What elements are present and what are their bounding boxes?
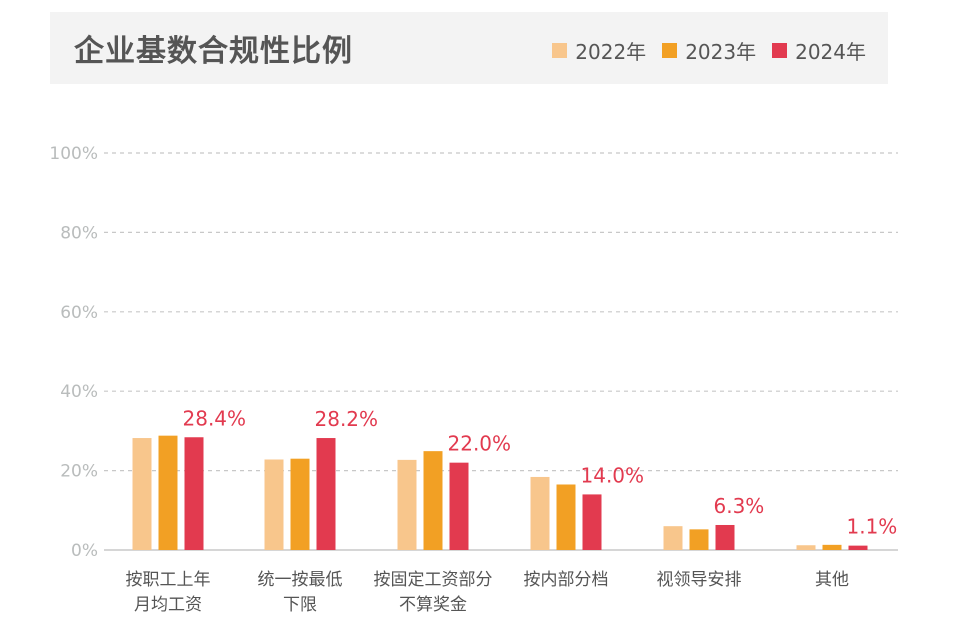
data-label: 14.0% [581, 463, 645, 487]
y-tick-label: 40% [60, 382, 98, 402]
category-label: 下限 [283, 595, 317, 615]
bar-2024 [848, 545, 868, 550]
legend-label-2024: 2024年 [795, 40, 866, 64]
bar-2022 [132, 438, 152, 550]
bar-2022 [663, 526, 683, 550]
category-label: 月均工资 [134, 595, 202, 615]
category-label: 按固定工资部分 [374, 570, 493, 590]
legend-swatch-2023 [662, 43, 678, 58]
y-tick-label: 80% [60, 223, 98, 243]
chart-legend: 2022年 2023年 2024年 [536, 36, 866, 65]
y-tick-label: 20% [60, 462, 98, 482]
bar-2023 [423, 451, 443, 550]
data-label: 1.1% [847, 515, 898, 539]
chart-header: 企业基数合规性比例 2022年 2023年 2024年 [50, 12, 888, 84]
category-label: 统一按最低 [258, 570, 343, 590]
bar-2023 [689, 529, 709, 550]
bar-2023 [290, 458, 310, 550]
bar-2022 [530, 476, 550, 550]
data-label: 28.2% [315, 407, 379, 431]
bar-2023 [556, 484, 576, 550]
chart-title: 企业基数合规性比例 [74, 34, 353, 69]
data-label: 28.4% [183, 406, 247, 430]
bar-2022 [397, 459, 417, 550]
category-label: 视领导安排 [657, 570, 742, 590]
legend-item-2024: 2024年 [772, 36, 866, 65]
category-label: 不算奖金 [399, 595, 467, 615]
bar-2022 [264, 459, 284, 550]
legend-label-2023: 2023年 [685, 40, 757, 64]
y-tick-label: 60% [60, 303, 98, 323]
bar-2023 [822, 544, 842, 550]
legend-item-2023: 2023年 [662, 36, 756, 65]
category-label: 其他 [815, 570, 849, 590]
bar-2024 [715, 524, 735, 550]
data-label: 6.3% [714, 494, 765, 518]
y-tick-label: 100% [49, 144, 98, 164]
category-label: 按内部分档 [524, 570, 609, 590]
bar-2023 [158, 435, 178, 550]
bar-2024 [449, 462, 469, 550]
bar-2022 [796, 545, 816, 550]
data-label: 22.0% [448, 432, 512, 456]
bar-2024 [582, 494, 602, 550]
legend-swatch-2024 [772, 43, 788, 58]
y-tick-label: 0% [71, 541, 98, 561]
legend-item-2022: 2022年 [552, 36, 646, 65]
legend-swatch-2022 [552, 43, 568, 58]
category-label: 按职工上年 [126, 570, 211, 590]
bar-2024 [184, 437, 204, 550]
legend-label-2022: 2022年 [575, 40, 647, 64]
bar-2024 [316, 438, 336, 550]
